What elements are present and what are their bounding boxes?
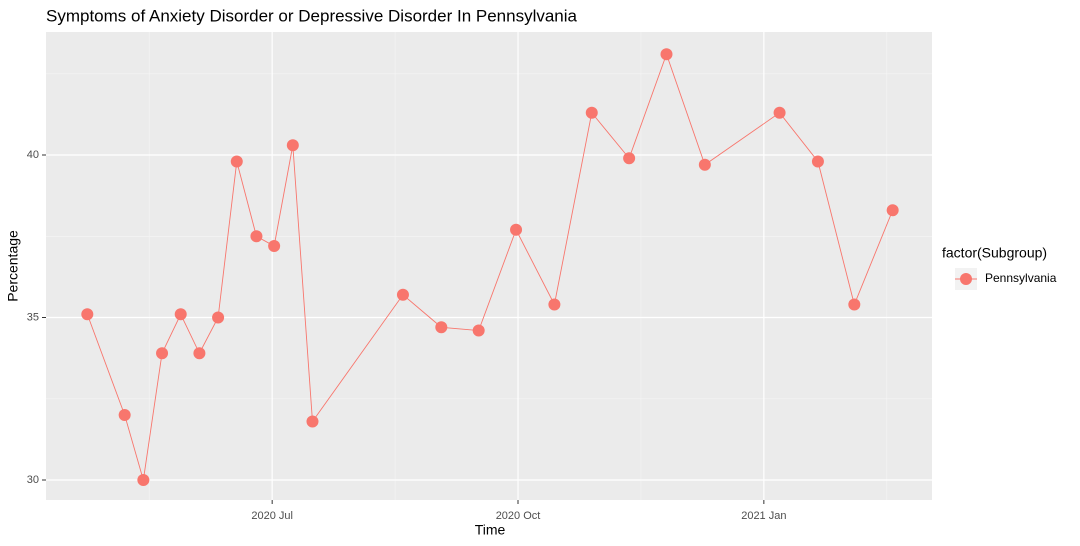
data-point bbox=[886, 204, 899, 217]
data-point bbox=[698, 158, 711, 171]
x-axis-title: Time bbox=[475, 522, 506, 538]
data-point bbox=[174, 308, 187, 321]
data-point bbox=[286, 139, 299, 152]
y-tick-label: 40 bbox=[27, 149, 39, 161]
y-tick-label: 35 bbox=[27, 311, 39, 323]
y-tick-label: 30 bbox=[27, 474, 39, 486]
data-point bbox=[156, 347, 169, 360]
data-point bbox=[193, 347, 206, 360]
data-point bbox=[212, 311, 225, 324]
data-point bbox=[250, 230, 263, 243]
data-point bbox=[585, 106, 598, 119]
plot-panel bbox=[46, 32, 932, 500]
data-point bbox=[548, 298, 561, 311]
data-point bbox=[306, 415, 319, 428]
legend-title: factor(Subgroup) bbox=[942, 245, 1047, 261]
data-point bbox=[118, 409, 131, 422]
x-tick-label: 2020 Jul bbox=[251, 510, 293, 522]
data-point bbox=[660, 48, 673, 61]
x-tick-label: 2020 Oct bbox=[496, 510, 541, 522]
data-point bbox=[396, 288, 409, 301]
data-point bbox=[81, 308, 94, 321]
legend-point bbox=[960, 273, 972, 285]
data-point bbox=[811, 155, 824, 168]
chart-title: Symptoms of Anxiety Disorder or Depressi… bbox=[46, 6, 578, 25]
data-point bbox=[137, 474, 150, 487]
legend-label: Pennsylvania bbox=[985, 271, 1057, 285]
data-point bbox=[773, 106, 786, 119]
data-point bbox=[435, 321, 448, 334]
data-point bbox=[510, 223, 523, 236]
data-point bbox=[268, 240, 281, 253]
data-point bbox=[472, 324, 485, 337]
data-point bbox=[848, 298, 861, 311]
data-point bbox=[230, 155, 243, 168]
y-axis-title: Percentage bbox=[5, 230, 21, 302]
x-tick-label: 2021 Jan bbox=[741, 510, 786, 522]
data-point bbox=[623, 152, 636, 165]
